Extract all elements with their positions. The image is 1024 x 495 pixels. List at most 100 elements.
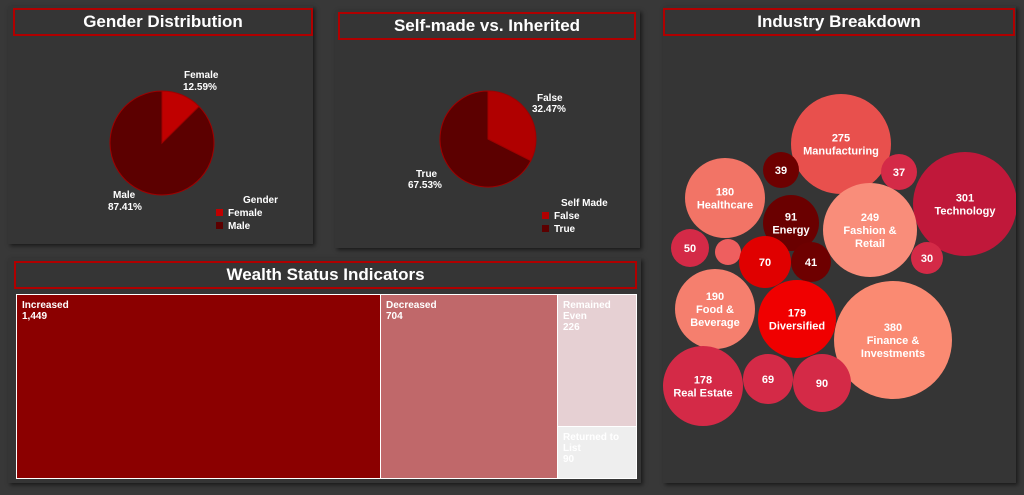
bubble-circle[interactable] [763,152,799,188]
industry-panel: Industry Breakdown 275 Manufacturing 37 301… [663,6,1016,483]
bubble[interactable]: 39 [763,152,799,188]
treemap-label: Remained Even [563,300,611,322]
bubble-label: Energy [772,225,810,237]
selfmade-legend-title: Self Made [561,198,608,209]
bubble-value: 180 [716,187,734,199]
bubble-label: Beverage [690,317,740,329]
pie-slice-false[interactable] [487,90,537,162]
treemap-value: 704 [386,311,403,322]
male-label: Male [113,190,136,201]
bubble-circle[interactable] [685,158,765,238]
selfmade-title: Self-made vs. Inherited [338,12,636,40]
bubble-label: Fashion & [843,225,896,237]
bubble[interactable] [715,239,741,265]
wealth-panel: Wealth Status Indicators Increased 1,449 D… [8,258,641,483]
bubble-circle[interactable] [663,346,743,426]
treemap-label: Returned to List [563,432,620,454]
bubble[interactable]: 30 [911,242,943,274]
pie-slice-male[interactable] [109,90,215,196]
bubble-value: 41 [805,257,817,269]
bubble-label: Food & [696,304,734,316]
treemap-cell[interactable]: Decreased 704 [381,295,558,479]
bubble-circle[interactable] [881,154,917,190]
bubble-circle[interactable] [671,229,709,267]
bubble-circle[interactable] [739,236,791,288]
wealth-treemap: Increased 1,449 Decreased 704 Remained Even 2… [16,294,637,479]
bubble-circle[interactable] [823,183,917,277]
gender-title: Gender Distribution [13,8,313,36]
bubble-value: 50 [684,243,696,255]
male-percent: 87.41% [108,202,142,213]
gender-legend-title: Gender [243,195,278,206]
bubble-value: 69 [762,374,774,386]
bubble-circle[interactable] [763,195,819,251]
bubble-value: 70 [759,257,771,269]
legend-swatch-female [216,209,223,216]
false-percent: 32.47% [532,104,566,115]
bubble-value: 37 [893,167,905,179]
bubble-value: 90 [816,378,828,390]
bubble-circle[interactable] [834,281,952,399]
treemap-cell[interactable]: Returned to List 90 [558,427,637,479]
bubble-label: Investments [861,348,925,360]
bubble-value: 301 [956,193,974,205]
bubble[interactable]: 41 [791,242,831,282]
bubble[interactable]: 90 [793,354,851,412]
treemap-cell[interactable]: Remained Even 226 [558,295,637,427]
bubble-value: 179 [788,308,806,320]
treemap-value: 1,449 [22,311,48,322]
gender-panel: Gender Distribution Female 12.59% Male 8… [8,6,313,244]
bubble-circle[interactable] [793,354,851,412]
bubble-value: 380 [884,322,902,334]
treemap-value: 90 [563,454,575,465]
bubble-value: 39 [775,165,787,177]
legend-true: True [554,224,576,235]
bubble-circle[interactable] [758,280,836,358]
bubble-circle[interactable] [791,242,831,282]
bubble-circle[interactable] [715,239,741,265]
bubble-label: Manufacturing [803,146,879,158]
false-label: False [537,93,563,104]
legend-swatch-male [216,222,223,229]
bubble-label: Healthcare [697,200,753,212]
bubble-label: Retail [855,238,885,250]
selfmade-pie-chart: False 32.47% True 67.53% Self Made False… [408,90,608,235]
female-label: Female [184,70,219,81]
bubble[interactable]: 69 [743,354,793,404]
bubble-circle[interactable] [913,152,1016,256]
true-label: True [416,169,438,180]
bubble-label: Finance & [867,335,920,347]
bubble-circle[interactable] [791,94,891,194]
bubble-value: 190 [706,291,724,303]
bubble-value: 275 [832,133,850,145]
bubble[interactable]: 50 [671,229,709,267]
industry-title: Industry Breakdown [663,8,1015,36]
treemap-value: 226 [563,322,580,333]
legend-female: Female [228,208,263,219]
treemap-label: Decreased [386,300,437,311]
gender-pie-chart: Female 12.59% Male 87.41% Gender Female … [108,70,278,232]
legend-male: Male [228,221,251,232]
bubble-circle[interactable] [743,354,793,404]
pie-slice-true[interactable] [439,90,532,188]
bubble-circle[interactable] [911,242,943,274]
bubble[interactable]: 37 [881,154,917,190]
wealth-title: Wealth Status Indicators [14,261,637,289]
bubble-circle[interactable] [675,269,755,349]
legend-swatch-true [542,225,549,232]
female-percent: 12.59% [183,82,217,93]
legend-swatch-false [542,212,549,219]
true-percent: 67.53% [408,180,442,191]
treemap-cell[interactable]: Increased 1,449 [17,295,381,479]
bubble-value: 249 [861,212,879,224]
bubble[interactable]: 70 [739,236,791,288]
